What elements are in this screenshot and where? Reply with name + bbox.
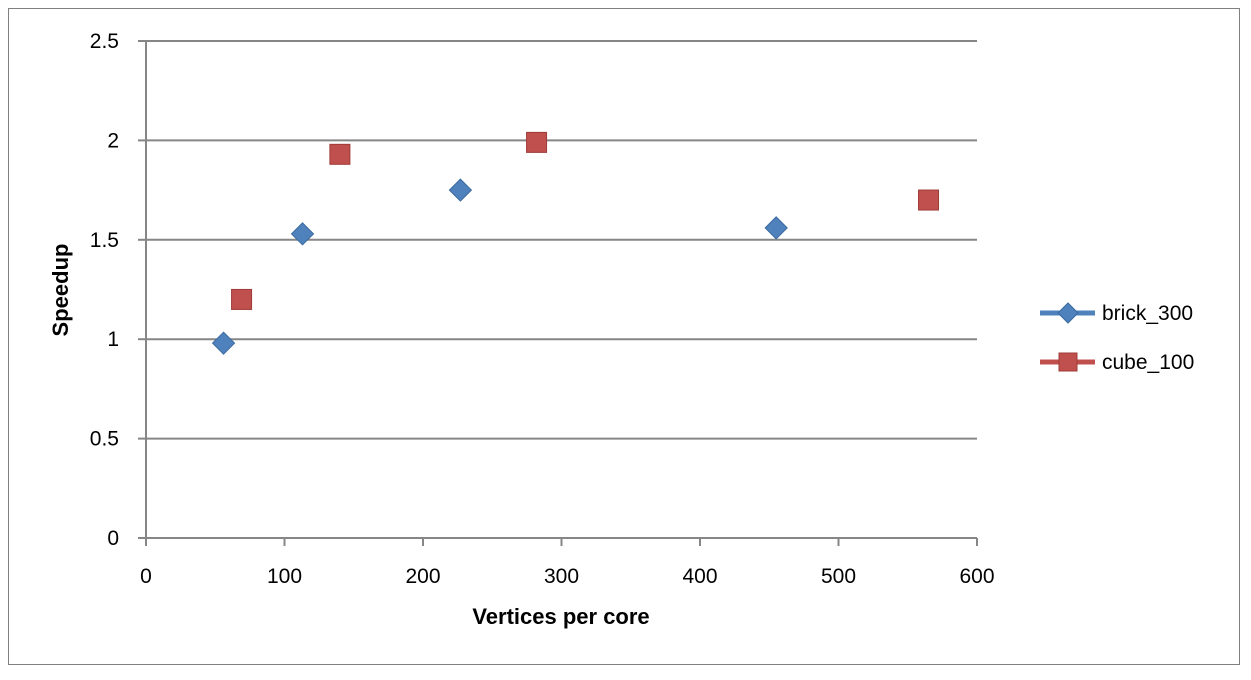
legend-marker bbox=[1058, 352, 1078, 372]
brick_300-point bbox=[448, 178, 473, 202]
data-points bbox=[211, 131, 940, 355]
y-tick-label: 2 bbox=[107, 129, 119, 152]
y-tick-label: 1 bbox=[107, 328, 119, 351]
axes bbox=[138, 40, 978, 546]
x-tick-label: 200 bbox=[405, 565, 440, 588]
x-tick-label: 100 bbox=[267, 565, 302, 588]
cube_100-point bbox=[231, 288, 253, 310]
gridlines bbox=[146, 40, 977, 440]
cube_100-point bbox=[329, 143, 351, 165]
cube_100-point bbox=[526, 131, 548, 153]
y-tick-label: 1.5 bbox=[90, 229, 119, 252]
y-tick-label: 2.5 bbox=[90, 30, 119, 53]
x-tick-label: 600 bbox=[959, 565, 994, 588]
brick_300-point bbox=[211, 331, 236, 355]
tick-labels: 0 0.5 1 1.5 2 2.5 0 100 200 300 400 500 600 bbox=[90, 30, 995, 588]
chart-frame bbox=[8, 8, 1240, 665]
y-tick-label: 0 bbox=[107, 527, 119, 550]
legend: brick_300 cube_100 bbox=[1040, 302, 1194, 374]
cube_100-point bbox=[918, 189, 940, 211]
legend-label: brick_300 bbox=[1102, 302, 1193, 325]
legend-marker bbox=[1057, 302, 1079, 324]
legend-label: cube_100 bbox=[1102, 351, 1194, 374]
x-tick-label: 0 bbox=[140, 565, 152, 588]
y-axis-title: Speedup bbox=[48, 244, 73, 337]
x-axis-title: Vertices per core bbox=[472, 604, 649, 629]
x-tick-label: 300 bbox=[544, 565, 579, 588]
x-tick-label: 400 bbox=[682, 565, 717, 588]
brick_300-point bbox=[764, 216, 788, 240]
legend-item-brick_300: brick_300 bbox=[1040, 302, 1193, 325]
x-tick-label: 500 bbox=[821, 565, 856, 588]
brick_300-point bbox=[290, 222, 315, 246]
legend-item-cube_100: cube_100 bbox=[1040, 351, 1194, 374]
y-tick-label: 0.5 bbox=[90, 428, 119, 451]
